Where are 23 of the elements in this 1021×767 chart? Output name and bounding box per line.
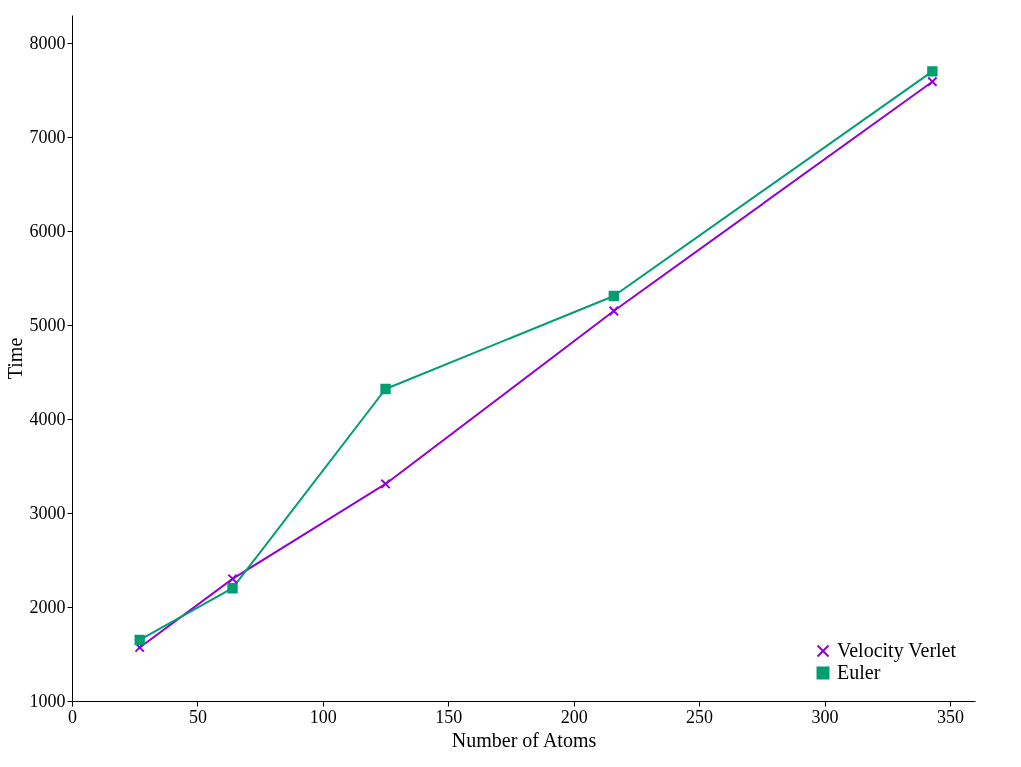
x-tick-label: 100: [309, 706, 337, 727]
x-tick-label: 150: [435, 706, 463, 727]
x-tick-label: 200: [560, 706, 588, 727]
y-tick-label: 7000: [29, 126, 66, 147]
y-tick-label: 8000: [29, 32, 66, 53]
x-axis-title: Number of Atoms: [451, 728, 597, 751]
point: [608, 305, 619, 317]
point: [380, 478, 391, 490]
point: [927, 76, 938, 87]
y-axis-title: Time: [3, 337, 26, 380]
y-tick-label: 1000: [29, 690, 66, 711]
x-tick-label: 300: [811, 706, 839, 727]
x-tick-label: 50: [188, 706, 207, 727]
y-tick-label: 2000: [29, 596, 66, 617]
x-tick-label: 0: [68, 706, 77, 727]
y-tick-label: 4000: [29, 408, 66, 429]
y-tick-label: 3000: [29, 502, 66, 523]
legend-label: Velocity Verlet: [837, 639, 957, 662]
x-tick-label: 350: [936, 706, 964, 727]
y-tick-label: 6000: [29, 220, 66, 241]
x-tick-label: 250: [686, 706, 714, 727]
legend-label: Euler: [837, 661, 881, 683]
y-tick-label: 5000: [29, 314, 66, 335]
